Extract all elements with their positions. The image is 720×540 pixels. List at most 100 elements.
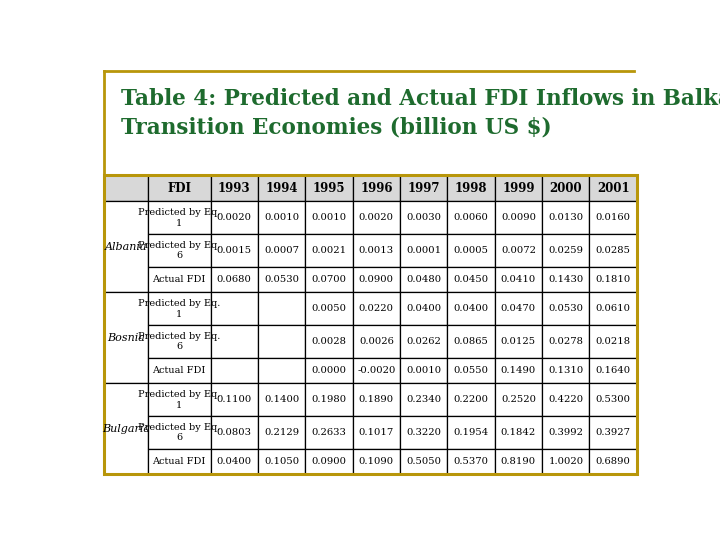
Text: 0.0400: 0.0400 [406,305,441,313]
Bar [353,175,400,201]
Text: 0.1430: 0.1430 [548,275,583,284]
Bar [590,383,637,416]
Text: 1999: 1999 [502,181,535,195]
Text: Actual FDI: Actual FDI [153,366,206,375]
Text: 0.0007: 0.0007 [264,246,299,255]
Bar [210,358,258,383]
Bar [305,325,353,358]
Text: -0.0020: -0.0020 [357,366,395,375]
Text: Transition Economies (billion US $): Transition Economies (billion US $) [121,117,552,139]
Bar [104,175,148,201]
Text: Albania: Albania [104,242,147,252]
Text: Actual FDI: Actual FDI [153,457,206,466]
Bar [447,383,495,416]
Bar [447,234,495,267]
Text: 0.1400: 0.1400 [264,395,300,404]
Bar [305,449,353,474]
Text: FDI: FDI [167,181,191,195]
Text: 0.0259: 0.0259 [549,246,583,255]
Text: 0.0072: 0.0072 [501,246,536,255]
Text: 0.0262: 0.0262 [406,337,441,346]
Text: 0.0010: 0.0010 [406,366,441,375]
Bar [210,234,258,267]
Text: 0.1640: 0.1640 [595,366,631,375]
Bar [305,175,353,201]
Text: 0.1810: 0.1810 [595,275,631,284]
Bar [447,175,495,201]
Text: 0.0060: 0.0060 [454,213,488,222]
Bar [353,383,400,416]
Bar [542,201,590,234]
Bar [495,358,542,383]
Text: 0.0090: 0.0090 [501,213,536,222]
Bar [542,175,590,201]
Text: 0.2633: 0.2633 [312,428,346,437]
Bar [258,292,305,325]
Text: 0.0130: 0.0130 [548,213,583,222]
Bar [542,292,590,325]
Bar [210,325,258,358]
Bar [542,358,590,383]
Text: 1993: 1993 [218,181,251,195]
Text: Predicted by Eq.
1: Predicted by Eq. 1 [138,208,220,227]
Text: 0.0001: 0.0001 [406,246,441,255]
Text: 0.0450: 0.0450 [454,275,489,284]
Text: 0.3220: 0.3220 [406,428,441,437]
Bar [590,416,637,449]
Bar [210,201,258,234]
Bar [305,358,353,383]
Bar [542,449,590,474]
Bar [400,292,447,325]
Bar [590,201,637,234]
Bar [400,234,447,267]
Text: 0.0218: 0.0218 [595,337,631,346]
Bar [353,201,400,234]
Bar [104,292,148,383]
Text: 0.2129: 0.2129 [264,428,299,437]
Text: 0.1050: 0.1050 [264,457,299,466]
Text: 0.0010: 0.0010 [311,213,346,222]
Text: 0.0278: 0.0278 [549,337,583,346]
Bar [258,449,305,474]
Text: 1994: 1994 [266,181,298,195]
Text: 0.0028: 0.0028 [312,337,346,346]
Bar [400,449,447,474]
Bar [305,383,353,416]
Text: 0.0160: 0.0160 [595,213,631,222]
Text: 0.3992: 0.3992 [549,428,583,437]
Bar [353,234,400,267]
Text: 0.0410: 0.0410 [501,275,536,284]
Bar [447,449,495,474]
Bar [590,267,637,292]
Text: 1997: 1997 [408,181,440,195]
Bar [495,234,542,267]
Text: 0.3927: 0.3927 [595,428,631,437]
Text: 1996: 1996 [360,181,392,195]
Text: 0.0400: 0.0400 [217,457,252,466]
Text: 0.2340: 0.2340 [406,395,441,404]
Bar [590,449,637,474]
Bar [148,175,210,201]
Text: 0.0480: 0.0480 [406,275,441,284]
Text: 0.0610: 0.0610 [595,305,631,313]
Text: 0.1890: 0.1890 [359,395,394,404]
Text: Table 4: Predicted and Actual FDI Inflows in Balkan: Table 4: Predicted and Actual FDI Inflow… [121,87,720,110]
Text: 0.0400: 0.0400 [454,305,489,313]
Text: 0.0803: 0.0803 [217,428,252,437]
Bar [590,292,637,325]
Bar [258,234,305,267]
Bar [590,234,637,267]
Text: 1.0020: 1.0020 [548,457,583,466]
Bar [210,383,258,416]
Text: 0.0010: 0.0010 [264,213,299,222]
Text: 0.4220: 0.4220 [548,395,583,404]
Text: 0.1100: 0.1100 [217,395,252,404]
Bar [400,325,447,358]
Bar [590,358,637,383]
Text: 0.0026: 0.0026 [359,337,394,346]
Bar [542,383,590,416]
Bar [305,416,353,449]
Text: 0.1954: 0.1954 [454,428,489,437]
Text: 0.0005: 0.0005 [454,246,489,255]
Bar [210,175,258,201]
